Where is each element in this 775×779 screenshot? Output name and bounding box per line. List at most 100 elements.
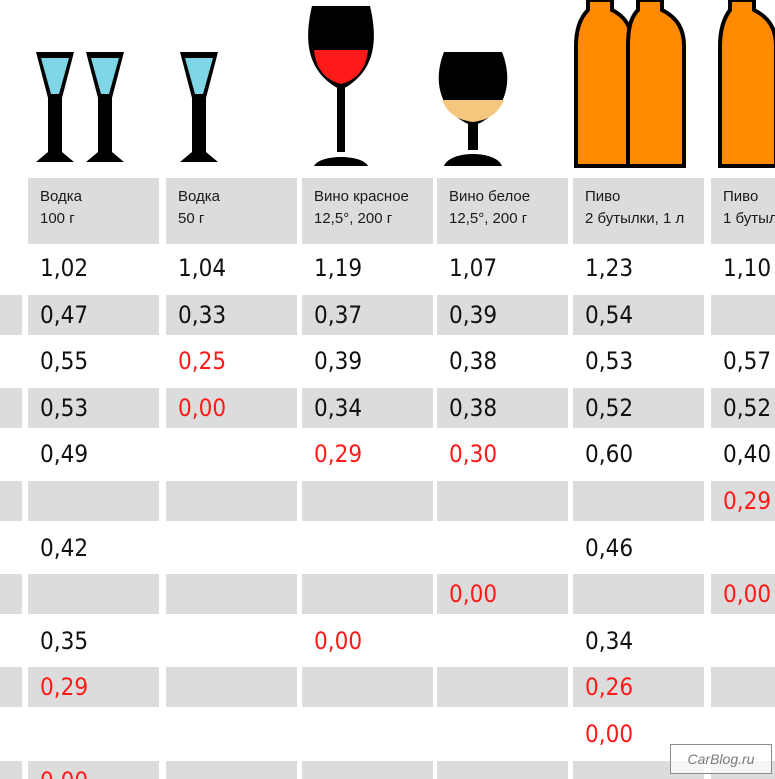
table-cell xyxy=(302,528,433,568)
column-header-name: Вино красное xyxy=(314,188,409,205)
table-cell: 1,19 xyxy=(314,254,363,282)
table-cell xyxy=(166,621,297,661)
table-cell xyxy=(166,528,297,568)
table-cell: 0,57 xyxy=(723,347,772,375)
table-cell: 0,25 xyxy=(178,347,227,375)
table-cell xyxy=(28,714,159,754)
vodka-shot-glass-icon xyxy=(180,52,218,162)
two-beer-bottles-icon xyxy=(574,0,686,168)
table-cell xyxy=(437,761,568,779)
table-cell: 1,04 xyxy=(178,254,227,282)
table-cell: 0,49 xyxy=(40,440,89,468)
red-wine-glass-icon xyxy=(308,6,374,166)
table-cell xyxy=(166,667,297,707)
table-cell: 1,23 xyxy=(585,254,634,282)
row-stub xyxy=(0,574,22,614)
table-cell: 0,38 xyxy=(437,388,568,428)
column-header-name: Вино белое xyxy=(449,188,531,205)
table-cell: 0,39 xyxy=(437,295,568,335)
table-cell xyxy=(437,621,568,661)
table-cell: 0,37 xyxy=(302,295,433,335)
table-cell: 0,47 xyxy=(28,295,159,335)
two-vodka-shot-glasses-icon xyxy=(36,52,124,162)
table-cell xyxy=(28,574,159,614)
table-cell: 0,60 xyxy=(585,440,634,468)
white-wine-glass-icon xyxy=(438,52,508,166)
table-cell xyxy=(28,481,159,521)
column-header: Водка 50 г xyxy=(166,178,297,244)
table-cell xyxy=(166,761,297,779)
table-cell xyxy=(302,761,433,779)
table-cell: 0,52 xyxy=(573,388,704,428)
table-cell: 1,10 xyxy=(723,254,772,282)
table-cell: 0,55 xyxy=(40,347,89,375)
table-cell xyxy=(573,481,704,521)
table-cell xyxy=(711,295,775,335)
table-cell: 0,54 xyxy=(573,295,704,335)
table-cell: 0,00 xyxy=(314,627,363,655)
table-cell: 0,39 xyxy=(314,347,363,375)
table-cell: 0,53 xyxy=(585,347,634,375)
table-cell: 1,07 xyxy=(449,254,498,282)
table-cell xyxy=(166,714,297,754)
table-cell: 0,29 xyxy=(314,440,363,468)
table-cell: 0,42 xyxy=(40,534,89,562)
table-cell: 0,00 xyxy=(28,761,159,779)
table-cell: 0,52 xyxy=(711,388,775,428)
row-stub xyxy=(0,481,22,521)
table-cell: 0,00 xyxy=(711,574,775,614)
column-header-name: Водка xyxy=(178,188,221,205)
table-cell: 1,02 xyxy=(40,254,89,282)
table-cell xyxy=(573,574,704,614)
table-cell: 0,33 xyxy=(166,295,297,335)
column-header-detail: 100 г xyxy=(40,210,75,227)
column-header-detail: 2 бутылки, 1 л xyxy=(585,210,685,227)
column-header-name: Пиво xyxy=(585,188,621,205)
column-header: Вино белое 12,5°, 200 г xyxy=(437,178,568,244)
column-header-detail: 50 г xyxy=(178,210,205,227)
column-header: Пиво 2 бутылки, 1 л xyxy=(573,178,704,244)
table-cell: 0,46 xyxy=(585,534,634,562)
table-cell xyxy=(302,714,433,754)
row-stub xyxy=(0,667,22,707)
row-stub xyxy=(0,388,22,428)
column-header-name: Водка xyxy=(40,188,83,205)
table-cell xyxy=(711,621,775,661)
table-cell xyxy=(166,481,297,521)
table-cell xyxy=(711,667,775,707)
table-cell: 0,53 xyxy=(28,388,159,428)
table-cell: 0,00 xyxy=(585,720,634,748)
table-cell xyxy=(302,481,433,521)
table-cell xyxy=(302,574,433,614)
table-cell xyxy=(437,714,568,754)
column-header-detail: 12,5°, 200 г xyxy=(449,210,528,227)
table-cell xyxy=(437,481,568,521)
table-cell xyxy=(437,528,568,568)
table-cell: 0,34 xyxy=(302,388,433,428)
table-cell: 0,30 xyxy=(449,440,498,468)
column-header-name: Пиво xyxy=(723,188,759,205)
row-stub xyxy=(0,761,22,779)
table-cell: 0,00 xyxy=(437,574,568,614)
table-cell: 0,38 xyxy=(449,347,498,375)
table-cell: 0,26 xyxy=(573,667,704,707)
table-cell: 0,40 xyxy=(723,440,772,468)
beer-bottle-icon xyxy=(718,0,775,168)
column-header: Пиво 1 бутылк xyxy=(711,178,775,244)
table-cell xyxy=(711,528,775,568)
table-cell: 0,34 xyxy=(585,627,634,655)
watermark: CarBlog.ru xyxy=(670,744,772,774)
table-cell xyxy=(166,574,297,614)
table-cell xyxy=(437,667,568,707)
column-header-detail: 12,5°, 200 г xyxy=(314,210,393,227)
column-header: Водка 100 г xyxy=(28,178,159,244)
table-cell xyxy=(166,434,297,474)
table-cell: 0,35 xyxy=(40,627,89,655)
row-stub xyxy=(0,295,22,335)
table-cell: 0,29 xyxy=(711,481,775,521)
table-cell: 0,29 xyxy=(28,667,159,707)
column-header-detail: 1 бутылк xyxy=(723,210,775,227)
table-cell xyxy=(302,667,433,707)
table-cell: 0,00 xyxy=(166,388,297,428)
